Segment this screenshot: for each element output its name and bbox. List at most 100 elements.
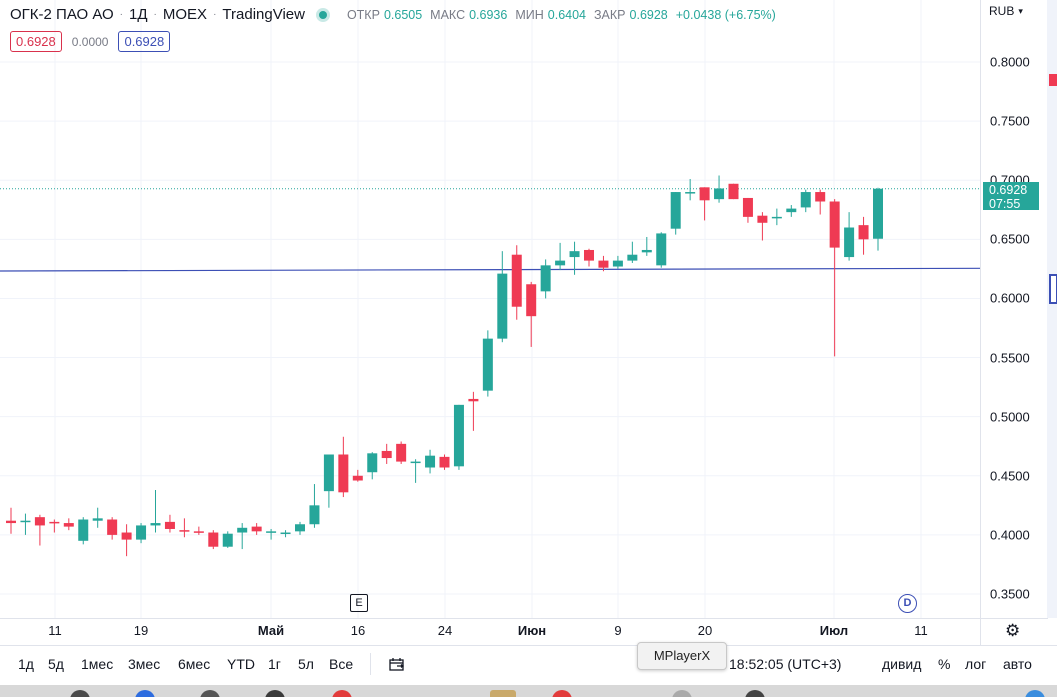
interval-label[interactable]: 1Д — [129, 6, 148, 23]
indicator-value-left[interactable]: 0.6928 — [10, 31, 62, 52]
candle-body — [584, 249, 594, 261]
price-tick-label: 0.3500 — [990, 586, 1030, 602]
candle-body — [193, 531, 204, 533]
dock-bar — [0, 685, 1057, 697]
range-button[interactable]: 6мес — [178, 656, 211, 672]
time-tick-label: Май — [257, 623, 285, 638]
time-axis[interactable] — [0, 618, 980, 645]
change-value: +0.0438 (+6.75%) — [675, 7, 776, 22]
time-tick-label: 24 — [437, 623, 453, 638]
candle-body — [656, 233, 667, 266]
candle-body — [482, 338, 493, 391]
close-value: 0.6928 — [629, 7, 668, 22]
candle-body — [771, 216, 782, 219]
candle-body — [569, 251, 580, 258]
close-label: ЗАКР — [594, 7, 626, 22]
candle-body — [555, 260, 566, 266]
currency-label: RUB — [989, 4, 1015, 18]
clock-display[interactable]: 18:52:05 (UTC+3) — [729, 656, 842, 672]
gear-icon[interactable]: ⚙ — [1005, 621, 1021, 640]
calendar-range-icon[interactable] — [389, 657, 405, 673]
indicator-value-mid: 0.0000 — [71, 34, 109, 49]
candlestick-chart[interactable] — [0, 0, 980, 618]
currency-selector[interactable]: RUB ▾ — [989, 4, 1023, 18]
horizontal-trend-line — [0, 267, 980, 272]
symbol-header: ОГК-2 ПАО АО · 1Д · MOEX · TradingView О… — [10, 6, 780, 23]
candle-body — [468, 398, 479, 402]
candle-body — [641, 249, 652, 253]
price-tick-label: 0.7500 — [990, 113, 1030, 129]
earnings-event-marker[interactable]: E — [350, 594, 368, 612]
last-price-value: 0.6928 — [989, 183, 1028, 197]
candle-body — [237, 527, 248, 533]
price-tick-label: 0.6000 — [990, 290, 1030, 306]
scale-option-button[interactable]: дивид — [882, 656, 922, 672]
price-tick-label: 0.4000 — [990, 527, 1030, 543]
candle-body — [222, 533, 233, 547]
candle-body — [540, 265, 551, 292]
range-button[interactable]: 5д — [48, 656, 64, 672]
candle-body — [800, 192, 811, 208]
time-tick-label: 11 — [914, 623, 928, 638]
source-label: TradingView — [222, 6, 305, 23]
candle-body — [266, 531, 277, 533]
range-button[interactable]: 1мес — [81, 656, 114, 672]
last-price-tag: 0.6928 07:55 — [983, 182, 1039, 211]
dock-icons — [70, 690, 1045, 697]
candle-body — [280, 532, 291, 535]
range-button[interactable]: Все — [329, 656, 354, 672]
symbol-name[interactable]: ОГК-2 ПАО АО — [10, 6, 114, 23]
candle-body — [497, 273, 508, 339]
candle-body — [6, 520, 16, 524]
scale-option-button[interactable]: авто — [1003, 656, 1032, 672]
high-label: МАКС — [430, 7, 466, 22]
candle-body — [714, 188, 725, 200]
app-tooltip: MPlayerX — [637, 642, 727, 670]
time-tick-label: Июл — [819, 623, 849, 638]
candle-body — [63, 523, 74, 527]
candle-body — [34, 517, 45, 526]
time-tick-label: 16 — [350, 623, 366, 638]
candle-body — [526, 284, 537, 317]
range-button[interactable]: 3мес — [128, 656, 161, 672]
time-tick-label: Июн — [517, 623, 547, 638]
candle-body — [309, 505, 320, 525]
candle-body — [20, 520, 31, 523]
scale-option-button[interactable]: лог — [965, 656, 987, 672]
candle-body — [107, 519, 118, 535]
time-tick-label: 19 — [133, 623, 149, 638]
candle-body — [251, 526, 262, 532]
range-button[interactable]: 1г — [268, 656, 281, 672]
bar-countdown: 07:55 — [989, 197, 1021, 211]
range-button[interactable]: 1д — [18, 656, 34, 672]
candle-body — [699, 187, 710, 201]
candle-body — [685, 192, 696, 194]
candle-body — [410, 461, 421, 464]
candle-body — [627, 254, 638, 261]
price-scale[interactable] — [980, 0, 1048, 618]
open-value: 0.6505 — [383, 7, 423, 22]
candle-body — [829, 201, 840, 248]
dividend-event-marker[interactable]: D — [898, 594, 917, 613]
candle-body — [858, 225, 869, 240]
candle-body — [49, 521, 60, 524]
scale-option-button[interactable]: % — [938, 656, 951, 672]
candle-body — [873, 188, 883, 239]
indicator-values: 0.6928 0.0000 0.6928 — [10, 31, 171, 52]
candle-body — [338, 454, 349, 493]
range-button[interactable]: 5л — [298, 656, 314, 672]
candle-body — [381, 450, 392, 459]
bottom-toolbar — [0, 645, 1057, 686]
exchange-label: MOEX — [162, 6, 208, 23]
candle-body — [728, 183, 739, 200]
candle-body — [786, 208, 797, 213]
candle-body — [92, 518, 103, 521]
candle-body — [396, 443, 407, 462]
range-button[interactable]: YTD — [227, 656, 255, 672]
candle-body — [295, 524, 305, 532]
indicator-value-right[interactable]: 0.6928 — [118, 31, 171, 52]
price-tick-label: 0.5000 — [990, 409, 1030, 425]
chart-area[interactable] — [0, 0, 980, 618]
time-tick-label: 20 — [697, 623, 713, 638]
candle-body — [78, 519, 89, 541]
